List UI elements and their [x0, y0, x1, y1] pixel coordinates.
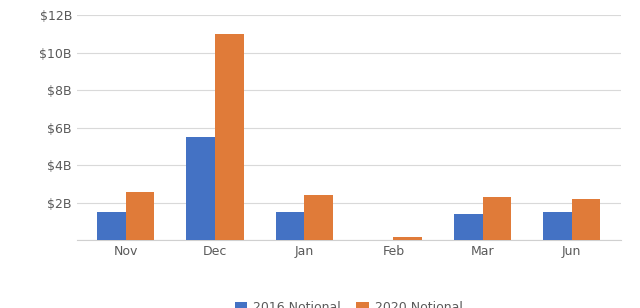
Bar — [186, 137, 215, 240]
Bar — [304, 195, 333, 240]
Bar — [483, 197, 511, 240]
Bar — [572, 199, 600, 240]
Legend: 2016 Notional, 2020 Notional: 2016 Notional, 2020 Notional — [230, 296, 468, 308]
Bar — [454, 214, 483, 240]
Bar — [394, 237, 422, 240]
Bar — [97, 212, 126, 240]
Bar — [276, 212, 304, 240]
Bar — [126, 192, 154, 240]
Bar — [215, 34, 244, 240]
Bar — [543, 212, 572, 240]
